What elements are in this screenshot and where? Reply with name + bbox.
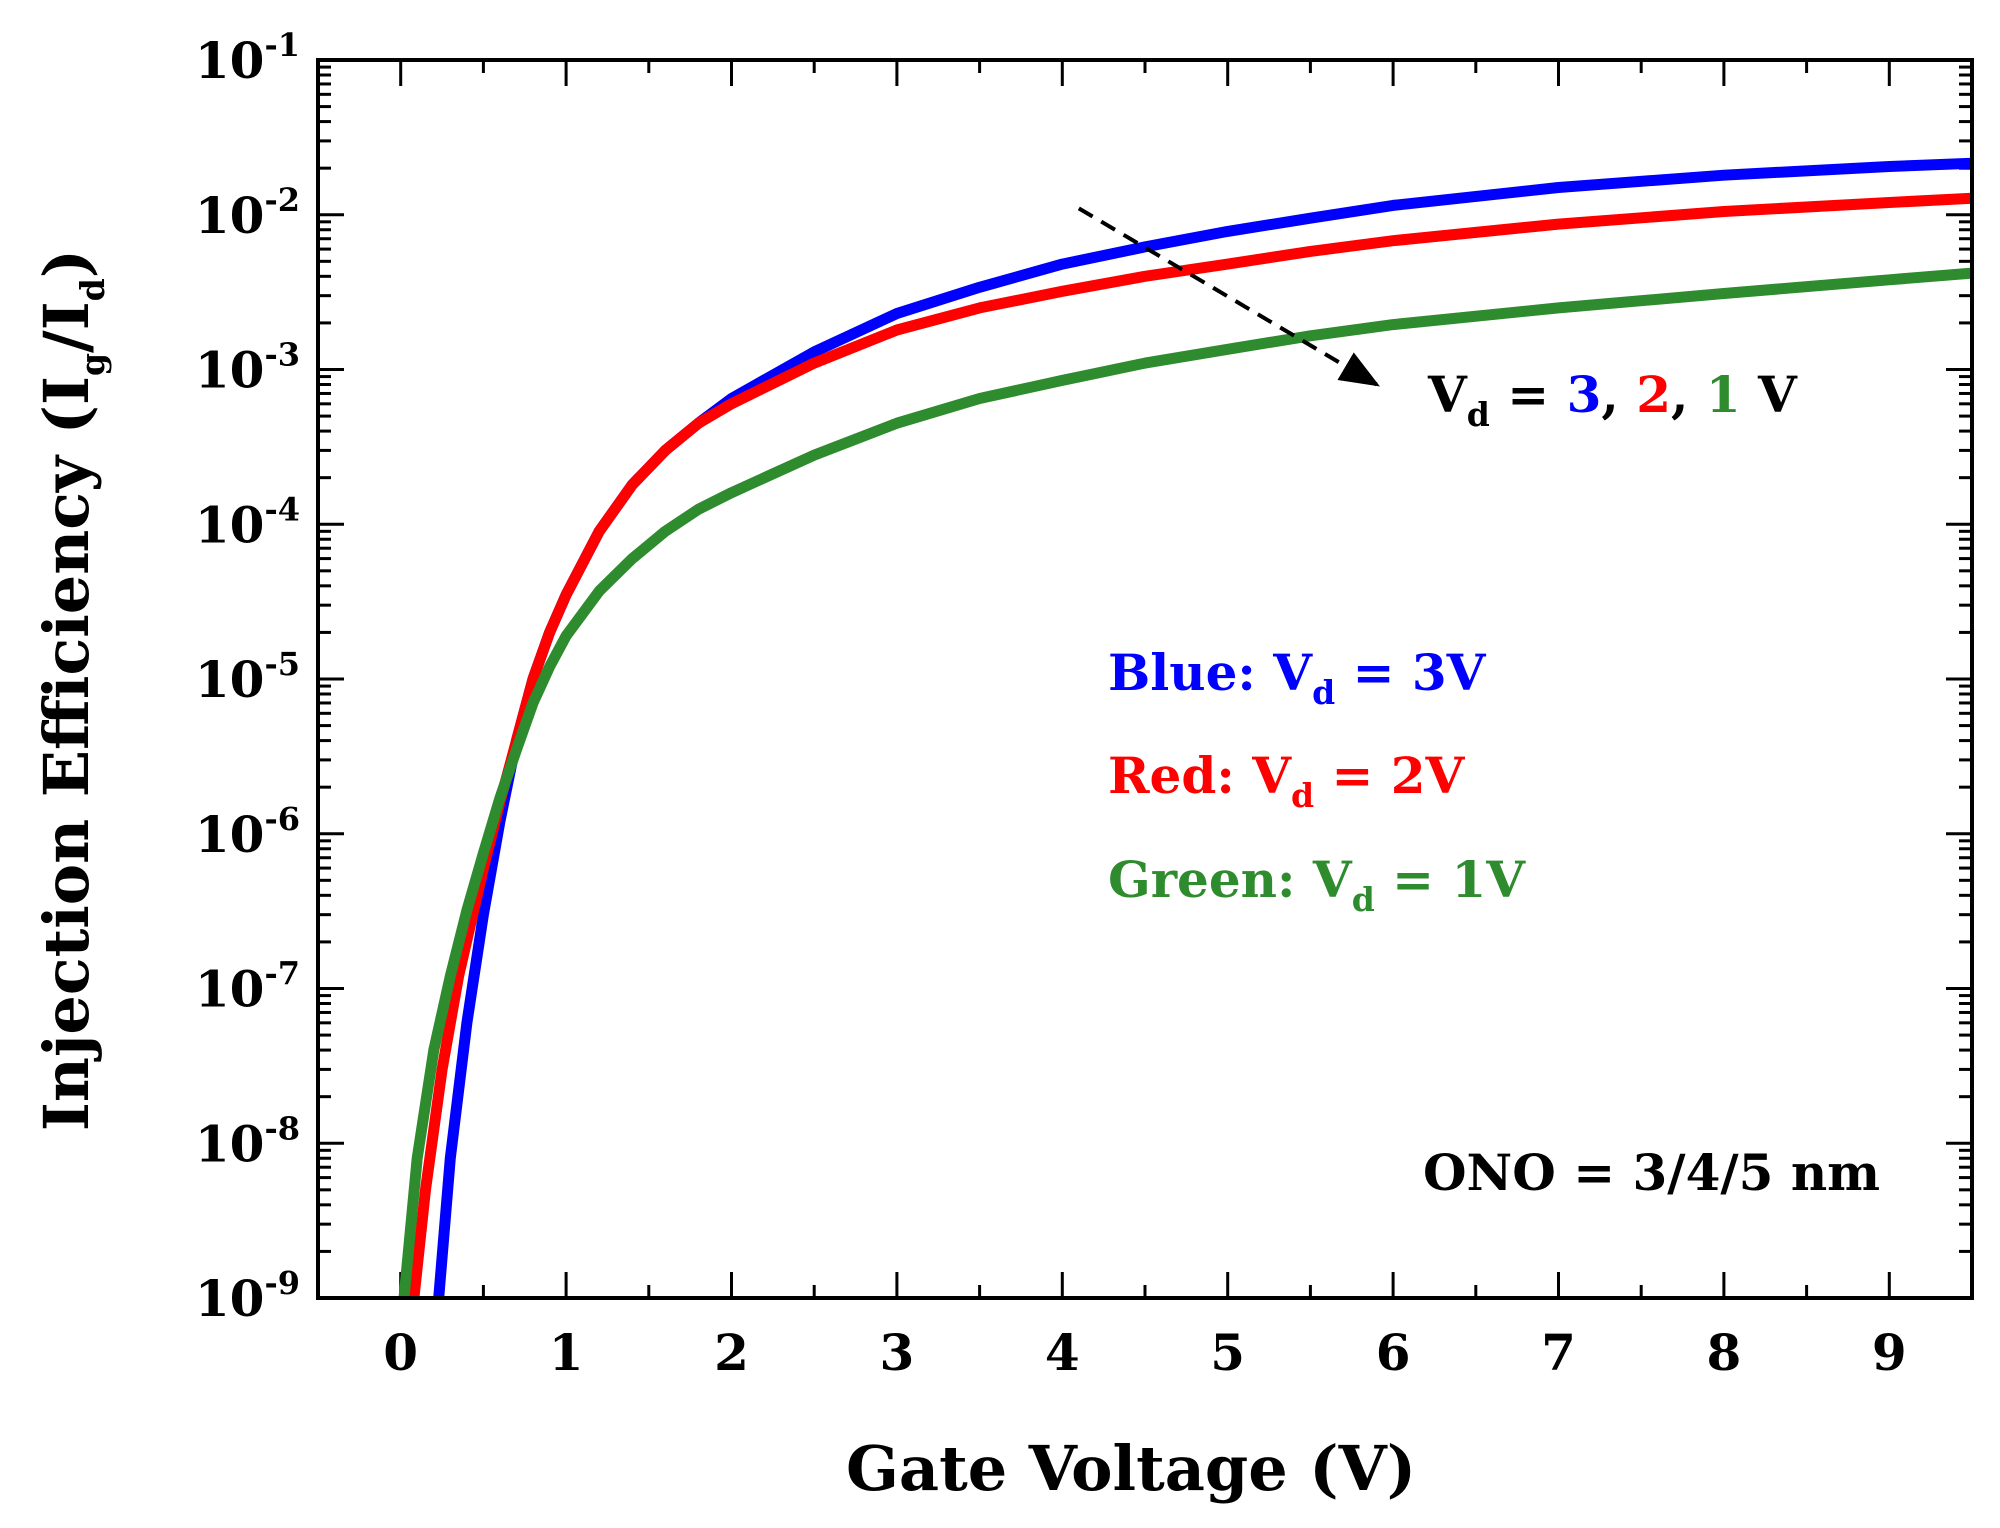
- series-line-vd-1v: [398, 267, 1973, 1299]
- series-line-vd-3v: [433, 157, 1973, 1299]
- x-tick-label: 8: [1707, 1323, 1742, 1382]
- x-tick-labels: 0 1 2 3 4 5 6 7 8 9: [383, 1323, 1906, 1382]
- x-axis-title: Gate Voltage (V): [846, 1432, 1416, 1505]
- legend-red: Red: Vd = 2V: [1108, 746, 1466, 815]
- legend-blue: Blue: Vd = 3V: [1108, 643, 1487, 712]
- y-tick-label: 10-4: [195, 490, 300, 554]
- x-tick-label: 4: [1045, 1323, 1080, 1382]
- legend-green: Green: Vd = 1V: [1108, 850, 1526, 919]
- x-tick-label: 5: [1210, 1323, 1245, 1382]
- axis-ticks: [318, 60, 1974, 1300]
- x-tick-label: 0: [383, 1323, 418, 1382]
- y-tick-label: 10-7: [195, 955, 300, 1019]
- y-tick-label: 10-1: [195, 26, 300, 90]
- y-tick-label: 10-3: [195, 336, 300, 400]
- ono-note: ONO = 3/4/5 nm: [1423, 1143, 1880, 1202]
- x-tick-label: 3: [880, 1323, 915, 1382]
- trend-annotation: Vd = 3, 2, 1 V: [1427, 365, 1798, 434]
- x-tick-label: 1: [549, 1323, 584, 1382]
- y-tick-label: 10-8: [195, 1109, 300, 1173]
- y-axis-title: Injection Efficiency (Ig/Id): [30, 249, 112, 1131]
- x-tick-label: 2: [714, 1323, 749, 1382]
- y-tick-label: 10-2: [195, 181, 300, 245]
- plot-frame: [316, 58, 1974, 1300]
- y-tick-labels: 10-9 10-8 10-7 10-6 10-5 10-4 10-3 10-2 10-1: [195, 26, 300, 1328]
- series-layer: [398, 157, 1973, 1299]
- x-tick-label: 7: [1541, 1323, 1576, 1382]
- x-tick-label: 9: [1872, 1323, 1907, 1382]
- y-tick-label: 10-5: [195, 645, 300, 709]
- y-tick-label: 10-6: [195, 800, 300, 864]
- trend-arrow: [1077, 206, 1381, 387]
- x-tick-label: 6: [1376, 1323, 1411, 1382]
- y-tick-label: 10-9: [195, 1264, 300, 1328]
